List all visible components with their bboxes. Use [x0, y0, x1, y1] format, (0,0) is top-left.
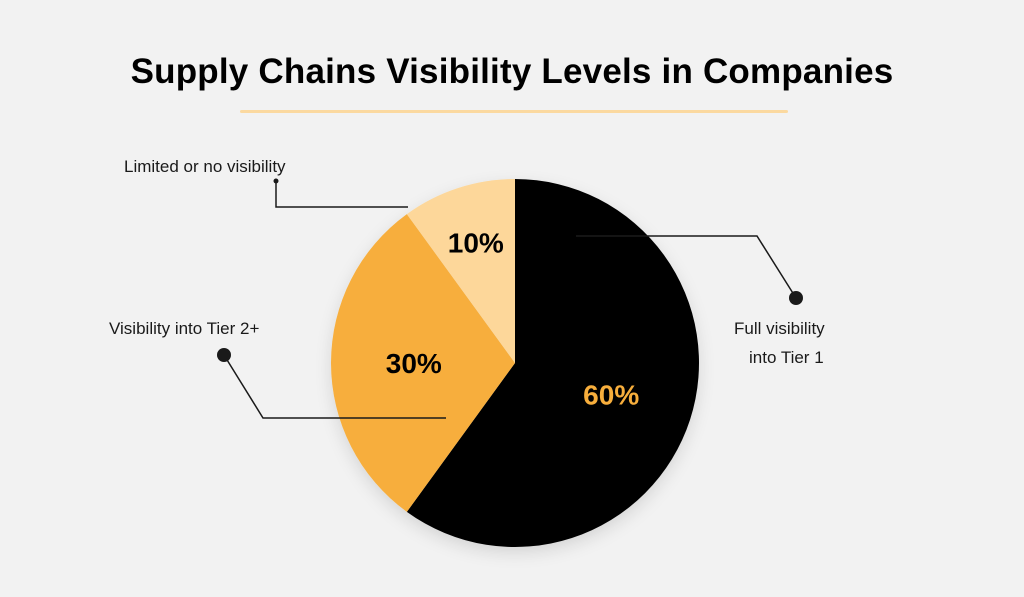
title-underline	[240, 110, 788, 113]
pie-slice-tier2	[331, 214, 515, 512]
callout-limited: Limited or no visibility	[124, 157, 408, 208]
callout-tier2: Visibility into Tier 2+	[109, 319, 446, 419]
callout-tier1: Full visibility into Tier 1	[576, 235, 825, 367]
slice-label-tier1-line2: into Tier 1	[749, 348, 824, 367]
slice-value-tier1: 60%	[583, 379, 639, 410]
slice-label-tier1-line1: Full visibility	[734, 319, 825, 338]
pie-slice-limited	[406, 179, 515, 363]
slice-value-tier2: 30%	[386, 348, 442, 379]
chart-title: Supply Chains Visibility Levels in Compa…	[130, 52, 894, 91]
slice-label-limited: Limited or no visibility	[124, 157, 286, 176]
slice-value-limited: 10%	[448, 227, 504, 258]
slice-label-tier2: Visibility into Tier 2+	[109, 319, 259, 338]
pie-slice-tier1	[406, 179, 700, 548]
